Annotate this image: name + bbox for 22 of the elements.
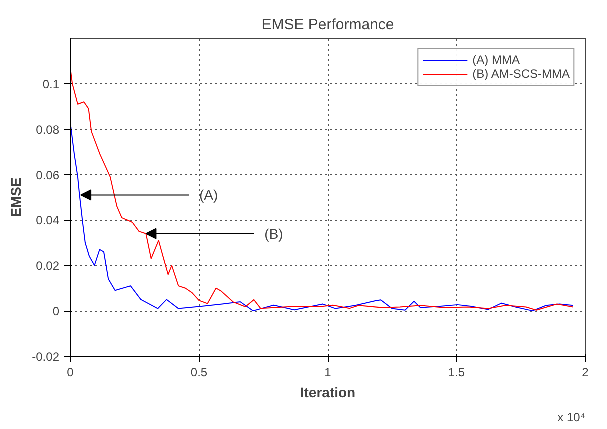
legend-label: (B) AM-SCS-MMA [472, 67, 570, 81]
x-tick-label: 2 [582, 366, 590, 380]
x-tick-label: 0.5 [190, 366, 208, 380]
y-axis-title: EMSE [8, 178, 24, 218]
y-tick-label: 0.06 [36, 168, 60, 182]
annotation: (B) [264, 226, 284, 242]
x-tick-label: 1.5 [448, 366, 466, 380]
annotation: (A) [200, 187, 218, 204]
legend-label: (A) MMA [472, 53, 520, 67]
y-tick-label: 0.02 [36, 259, 60, 274]
y-tick-label: 0.04 [36, 214, 60, 228]
x-axis-title: Iteration [300, 384, 356, 400]
y-tick-label: 0.1 [42, 77, 60, 92]
chart-title: EMSE Performance [262, 16, 394, 34]
y-tick-label: 0.08 [36, 122, 60, 137]
x-tick-label: 1 [324, 366, 332, 380]
line-series [70, 68, 574, 311]
y-tick-label: 0 [52, 304, 60, 319]
y-tick-label: -0.02 [32, 350, 60, 364]
x-tick-label: 0 [67, 366, 74, 380]
text: x 10⁴ [558, 410, 586, 424]
line-series [70, 122, 574, 312]
